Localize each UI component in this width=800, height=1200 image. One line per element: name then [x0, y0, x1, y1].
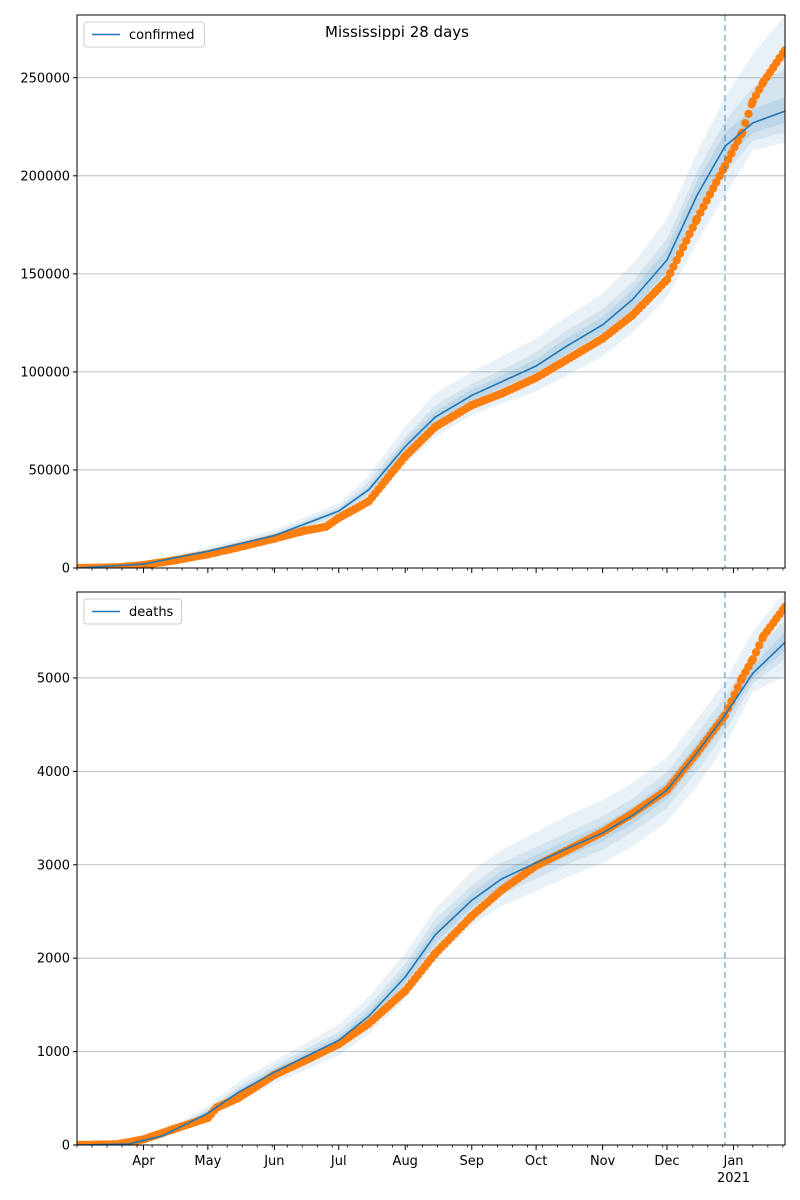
plot-area	[77, 592, 785, 1145]
y-tick-label: 200000	[20, 169, 70, 184]
band-inner	[77, 97, 785, 568]
legend: deaths	[83, 598, 183, 625]
observed-point	[780, 46, 785, 55]
x-tick-label: Dec	[654, 1154, 679, 1169]
x-tick-label: Jun	[263, 1154, 284, 1169]
observed-point	[751, 648, 761, 657]
legend-label: confirmed	[129, 28, 195, 43]
x-tick-label: Jul	[330, 1154, 347, 1169]
y-tick-label: 3000	[37, 858, 70, 873]
legend-box	[83, 21, 205, 48]
band-inner	[77, 632, 785, 1145]
plot-area	[77, 15, 785, 568]
x-tick-sublabel: 2021	[717, 1171, 750, 1186]
y-tick-label: 50000	[29, 463, 70, 478]
x-tick-label: Jan	[722, 1154, 743, 1169]
legend-box	[83, 598, 183, 625]
y-tick-label: 250000	[20, 71, 70, 86]
observed-point	[733, 683, 742, 692]
observed-point	[723, 155, 733, 164]
observed-points	[77, 46, 785, 568]
band-middle	[77, 620, 785, 1145]
observed-point	[678, 243, 688, 252]
band-outer	[77, 15, 785, 568]
observed-point	[662, 275, 672, 284]
observed-point	[669, 262, 678, 271]
figure-title: Mississippi 28 days	[325, 23, 469, 41]
band-middle	[77, 67, 785, 568]
observed-point	[780, 602, 785, 612]
observed-point	[682, 236, 691, 245]
x-tick-label: Oct	[525, 1154, 547, 1169]
x-tick-label: Sep	[460, 1154, 485, 1169]
band-outer	[77, 592, 785, 1145]
y-tick-label: 0	[62, 1139, 70, 1154]
y-tick-label: 4000	[37, 765, 70, 780]
y-tick-label: 2000	[37, 952, 70, 967]
axes-frame	[76, 591, 786, 1146]
x-tick-label: Aug	[393, 1154, 418, 1169]
observed-point	[744, 109, 753, 119]
observed-point	[666, 269, 675, 278]
observed-point	[741, 119, 750, 128]
x-tick-label: Nov	[590, 1154, 616, 1169]
observed-points	[77, 602, 785, 1145]
model-line	[77, 110, 785, 568]
observed-point	[688, 223, 697, 232]
observed-point	[730, 143, 739, 152]
y-tick-label: 100000	[20, 365, 70, 380]
legend: confirmed	[83, 21, 205, 48]
observed-point	[733, 136, 742, 146]
confirmed-chart-panel: 0 50000 100000 150000 200000 250000 confirmed	[20, 14, 786, 577]
observed-point	[672, 256, 681, 265]
y-tick-label: 150000	[20, 267, 70, 282]
x-tick-label: May	[194, 1154, 221, 1169]
observed-point	[685, 229, 694, 239]
observed-point	[755, 641, 764, 650]
model-line	[77, 641, 785, 1145]
observed-point	[748, 655, 757, 664]
x-tick-label: Apr	[132, 1154, 155, 1169]
legend-label: deaths	[129, 605, 174, 620]
deaths-chart-panel: 0 1000 2000 3000 4000 5000 Apr May Jun Jul Aug Sep O…	[37, 591, 786, 1186]
y-tick-label: 5000	[37, 671, 70, 686]
observed-point	[675, 249, 685, 258]
observed-point	[727, 149, 736, 158]
y-tick-label: 0	[62, 562, 70, 577]
y-tick-label: 1000	[37, 1045, 70, 1060]
axes-frame	[76, 14, 786, 569]
